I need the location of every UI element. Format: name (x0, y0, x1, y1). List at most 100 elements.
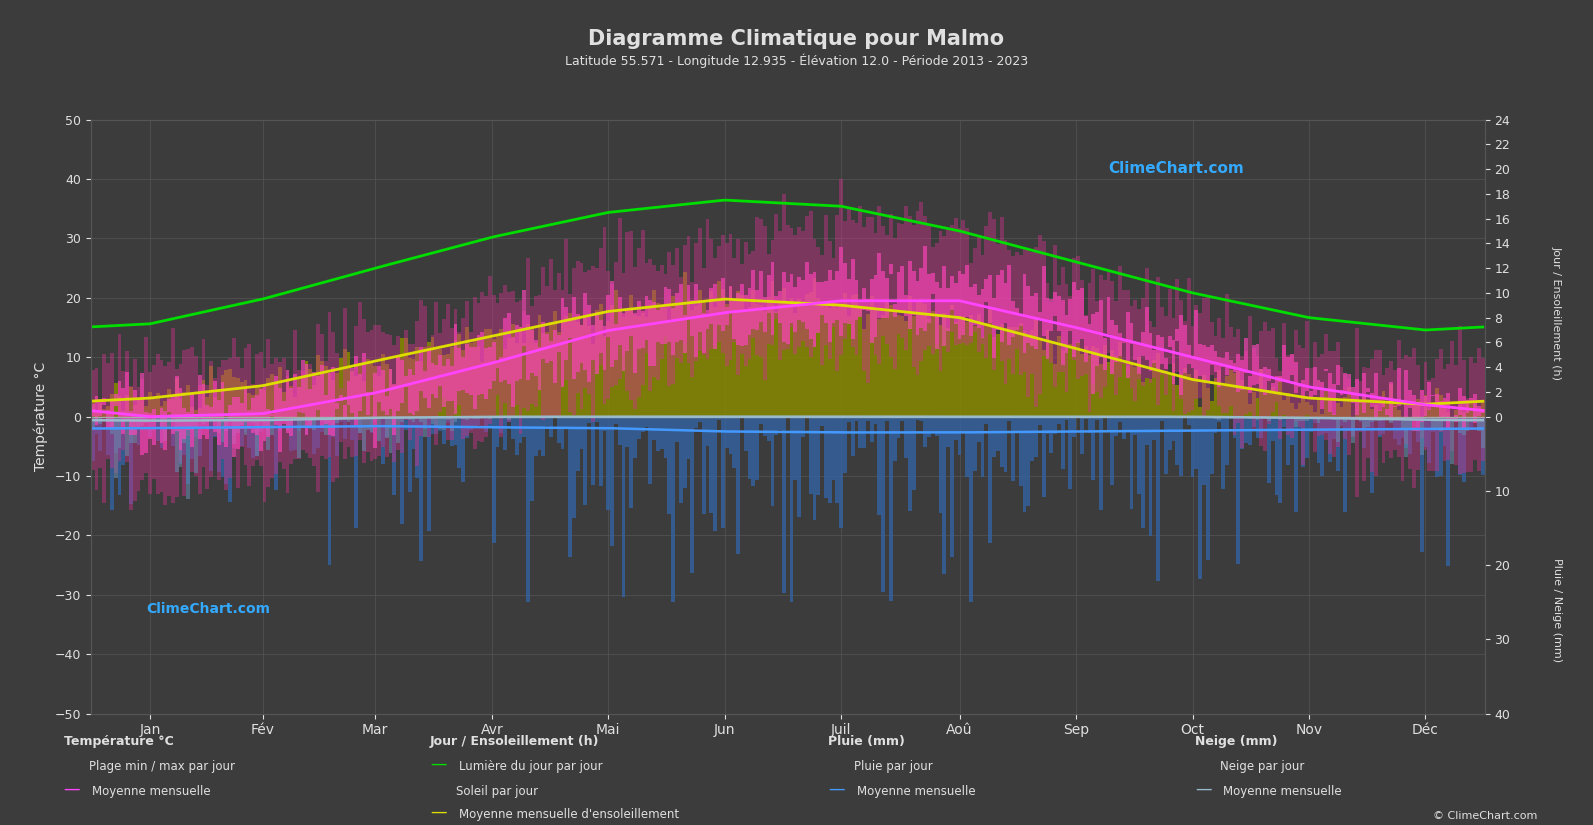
Bar (892, 304, 897, 317)
Bar (481, 292, 484, 441)
Bar (881, 417, 886, 592)
Bar (221, 382, 225, 421)
Bar (1329, 417, 1332, 462)
Bar (419, 417, 424, 422)
Bar (1244, 351, 1247, 414)
Bar (381, 354, 386, 417)
Bar (1348, 379, 1351, 455)
Bar (545, 334, 550, 363)
Bar (820, 417, 824, 426)
Bar (137, 417, 140, 427)
Bar (205, 417, 209, 430)
Bar (1050, 302, 1053, 363)
Bar (897, 272, 900, 309)
Bar (537, 347, 542, 390)
Bar (1053, 365, 1058, 417)
Bar (151, 417, 156, 422)
Bar (981, 337, 984, 417)
Bar (1381, 417, 1386, 434)
Bar (1321, 382, 1324, 408)
Bar (507, 337, 511, 417)
Bar (809, 417, 812, 493)
Bar (309, 364, 312, 459)
Bar (741, 284, 744, 346)
Bar (722, 417, 725, 528)
Bar (1004, 417, 1007, 472)
Bar (1061, 417, 1064, 469)
Bar (832, 301, 835, 417)
Bar (1214, 337, 1217, 383)
Bar (957, 417, 962, 455)
Bar (832, 258, 835, 327)
Bar (695, 284, 698, 357)
Bar (1179, 299, 1184, 398)
Bar (473, 417, 476, 419)
Bar (870, 417, 873, 442)
Bar (1072, 346, 1075, 417)
Bar (545, 285, 550, 417)
Bar (213, 380, 217, 431)
Bar (1225, 295, 1228, 413)
Bar (1114, 324, 1118, 362)
Bar (277, 388, 282, 452)
Bar (755, 417, 760, 480)
Bar (675, 417, 679, 442)
Bar (790, 228, 793, 327)
Bar (370, 417, 373, 433)
Bar (331, 332, 335, 483)
Bar (725, 308, 728, 326)
Bar (1118, 417, 1121, 422)
Bar (1298, 345, 1301, 427)
Bar (854, 294, 859, 417)
Bar (328, 312, 331, 457)
Bar (1225, 375, 1228, 417)
Bar (1271, 417, 1274, 441)
Bar (465, 343, 468, 393)
Text: ClimeChart.com: ClimeChart.com (1109, 161, 1244, 177)
Bar (1247, 417, 1252, 419)
Bar (132, 359, 137, 501)
Bar (465, 327, 468, 417)
Bar (927, 417, 930, 437)
Bar (190, 347, 194, 472)
Bar (151, 409, 156, 445)
Bar (859, 309, 862, 417)
Bar (419, 417, 424, 561)
Bar (140, 417, 145, 422)
Bar (438, 356, 443, 386)
Bar (954, 283, 957, 323)
Bar (1157, 353, 1160, 417)
Bar (435, 365, 438, 398)
Bar (897, 315, 900, 417)
Bar (1469, 401, 1474, 417)
Bar (938, 324, 943, 417)
Bar (110, 399, 113, 429)
Bar (373, 417, 378, 419)
Bar (1466, 417, 1469, 422)
Bar (1209, 401, 1214, 417)
Bar (1195, 370, 1198, 417)
Bar (228, 369, 233, 417)
Bar (1171, 363, 1176, 417)
Bar (449, 417, 454, 446)
Bar (755, 290, 760, 329)
Bar (454, 417, 457, 445)
Bar (530, 306, 534, 404)
Bar (282, 359, 285, 469)
Bar (824, 281, 828, 323)
Bar (774, 417, 779, 435)
Bar (652, 302, 656, 366)
Bar (400, 360, 405, 403)
Bar (233, 417, 236, 436)
Bar (969, 315, 973, 417)
Bar (878, 206, 881, 365)
Bar (121, 412, 126, 417)
Bar (205, 417, 209, 421)
Bar (867, 417, 870, 421)
Bar (1217, 357, 1222, 387)
Bar (671, 296, 675, 417)
Bar (1171, 318, 1176, 412)
Bar (965, 323, 969, 417)
Bar (175, 369, 178, 497)
Bar (1332, 351, 1337, 456)
